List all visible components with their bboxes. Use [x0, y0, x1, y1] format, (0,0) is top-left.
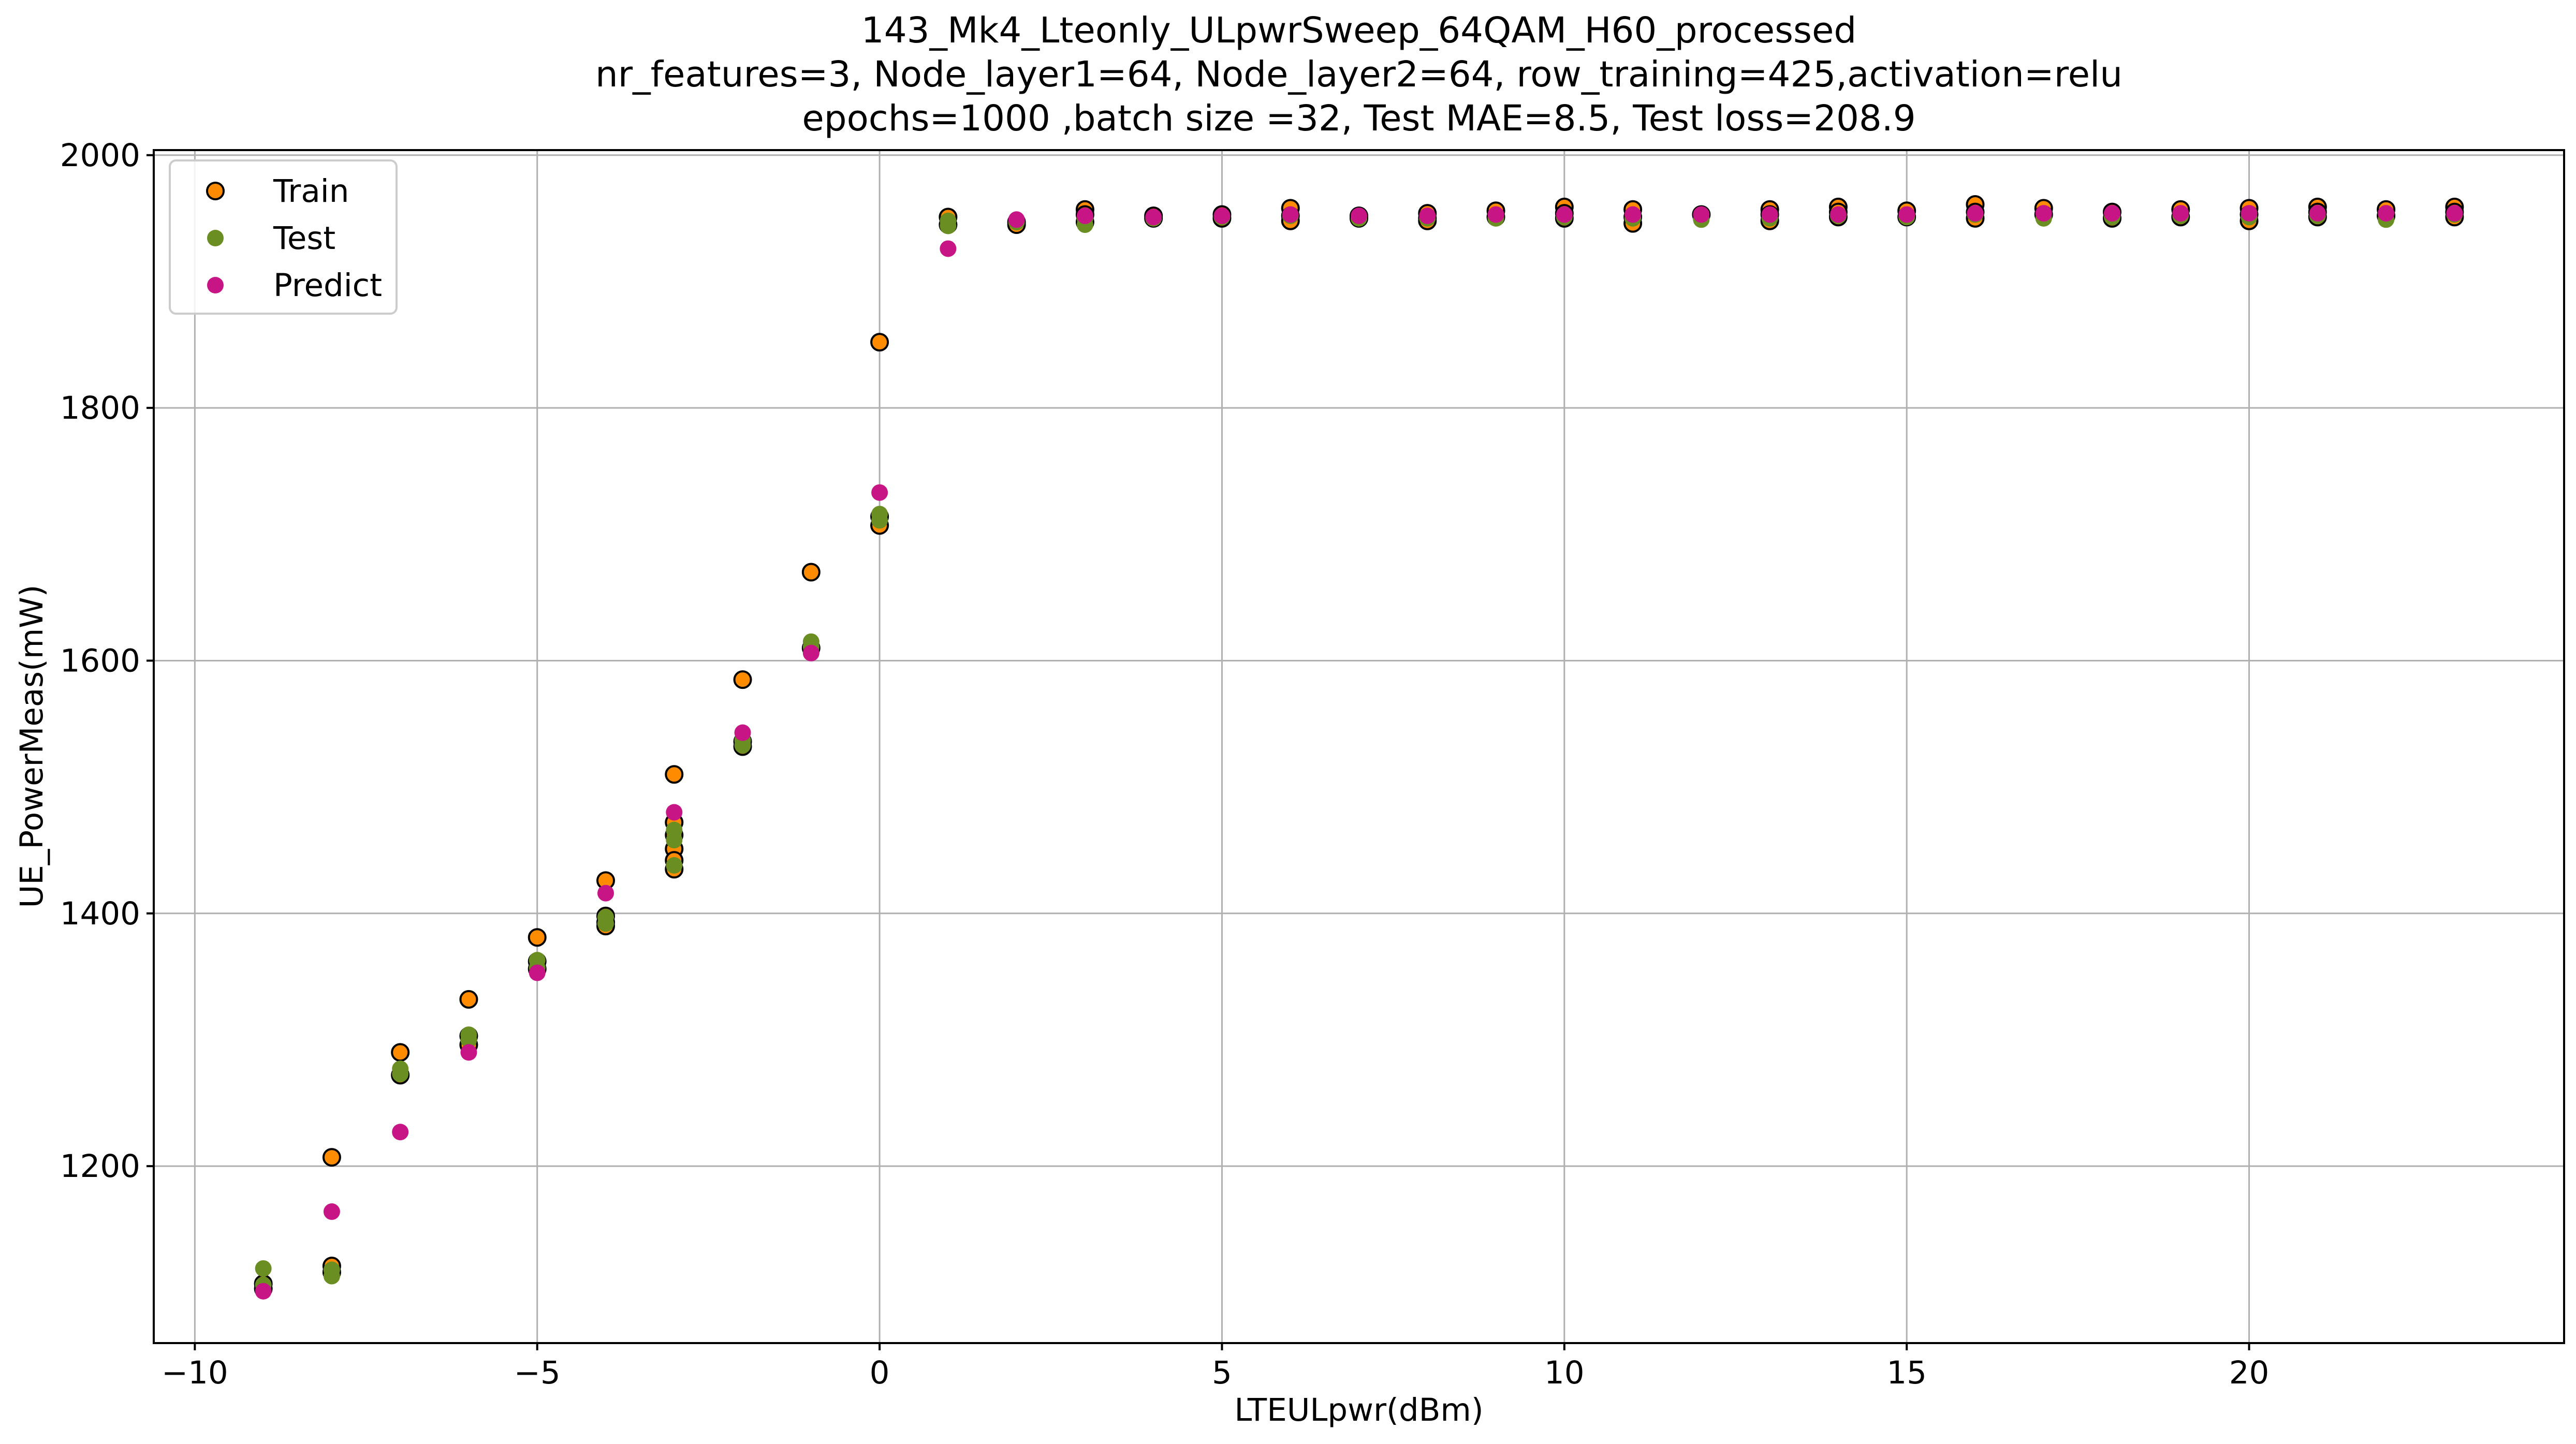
y-axis-ticks: 1200 1400 1600 1800 2000: [60, 137, 154, 1185]
y-tick-label: 1600: [60, 642, 140, 679]
predict-point: [1487, 206, 1504, 223]
legend-marker-predict: [207, 277, 224, 293]
train-point: [665, 765, 684, 784]
test-point: [392, 1065, 409, 1082]
legend: Train Test Predict: [169, 159, 398, 315]
predict-point: [1145, 209, 1162, 226]
title-line-1: 143_Mk4_Lteonly_ULpwrSweep_64QAM_H60_pro…: [861, 10, 1856, 51]
predict-point: [2241, 205, 2258, 222]
test-point: [460, 1031, 477, 1048]
title-line-2: nr_features=3, Node_layer1=64, Node_laye…: [595, 54, 2123, 95]
predict-point: [1761, 206, 1778, 223]
predict-point: [1282, 206, 1299, 223]
test-point: [666, 832, 683, 849]
x-tick-label: 10: [1544, 1354, 1585, 1391]
test-point: [666, 857, 683, 874]
x-axis-label: LTEULpwr(dBm): [1234, 1392, 1483, 1428]
legend-label-predict: Predict: [273, 267, 382, 304]
predict-point: [1351, 207, 1367, 224]
y-tick-label: 1400: [60, 895, 140, 932]
test-point: [597, 915, 614, 932]
series-predict: [255, 205, 2463, 1300]
test-point: [323, 1261, 340, 1278]
predict-point: [323, 1203, 340, 1220]
predict-point: [1419, 207, 1436, 224]
predict-point: [802, 644, 819, 661]
x-tick-label: 20: [2229, 1354, 2270, 1391]
legend-frame: [169, 159, 398, 315]
title-line-3: epochs=1000 ,batch size =32, Test MAE=8.…: [802, 98, 1915, 139]
legend-marker-train: [206, 182, 225, 200]
predict-point: [871, 484, 888, 501]
predict-point: [734, 724, 751, 741]
legend-marker-test: [207, 230, 224, 246]
grid: [154, 150, 2564, 1343]
data-points: [254, 195, 2464, 1300]
x-tick-label: 5: [1212, 1354, 1232, 1391]
predict-point: [1829, 206, 1847, 223]
train-point: [528, 928, 547, 947]
predict-point: [1213, 207, 1231, 224]
predict-point: [1624, 206, 1642, 223]
predict-point: [2172, 205, 2189, 222]
train-point: [391, 1043, 410, 1062]
plot-frame: [153, 149, 2565, 1344]
predict-point: [1967, 205, 1984, 222]
train-point: [733, 670, 752, 689]
train-point: [459, 990, 478, 1009]
train-point: [322, 1148, 341, 1167]
chart-title: 143_Mk4_Lteonly_ULpwrSweep_64QAM_H60_pro…: [595, 10, 2123, 139]
x-tick-label: 0: [870, 1354, 890, 1391]
predict-point: [2104, 205, 2120, 222]
predict-point: [1693, 206, 1710, 223]
train-point: [870, 333, 889, 352]
predict-point: [2378, 205, 2395, 222]
predict-point: [2446, 205, 2463, 222]
x-tick-label: −10: [162, 1354, 228, 1391]
train-point: [801, 563, 821, 582]
test-point: [255, 1260, 272, 1277]
predict-point: [392, 1124, 409, 1141]
predict-point: [460, 1044, 477, 1061]
x-tick-label: 15: [1886, 1354, 1927, 1391]
predict-point: [940, 240, 957, 257]
predict-point: [1008, 211, 1025, 228]
predict-point: [1556, 206, 1573, 223]
predict-point: [2309, 205, 2326, 222]
y-tick-label: 2000: [60, 137, 140, 174]
predict-point: [255, 1283, 272, 1300]
test-point: [871, 512, 888, 529]
y-tick-label: 1200: [60, 1148, 140, 1185]
predict-point: [597, 885, 614, 902]
legend-label-test: Test: [273, 220, 335, 257]
y-tick-label: 1800: [60, 390, 140, 426]
x-axis-ticks: −10 −5 0 5 10 15 20: [162, 1343, 2269, 1391]
y-axis-label: UE_PowerMeas(mW): [13, 585, 50, 908]
test-point: [734, 737, 751, 754]
predict-point: [666, 804, 683, 821]
test-point: [940, 217, 957, 234]
predict-point: [1898, 206, 1915, 223]
predict-point: [1076, 207, 1093, 224]
x-tick-label: −5: [514, 1354, 561, 1391]
predict-point: [529, 964, 546, 981]
legend-label-train: Train: [273, 173, 349, 210]
predict-point: [2035, 205, 2052, 222]
